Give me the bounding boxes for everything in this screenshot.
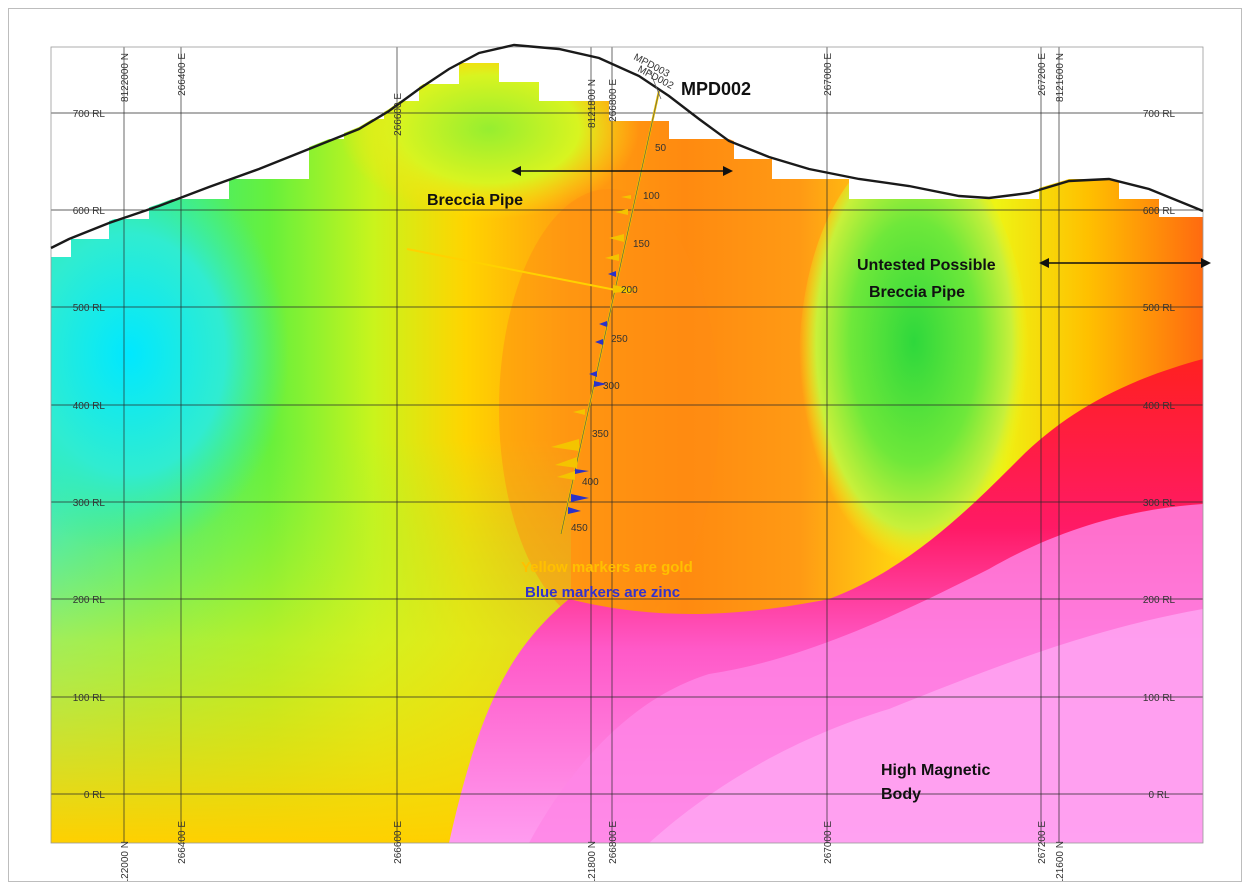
collar-tick bbox=[648, 68, 662, 100]
rl-label: 200 RL bbox=[1143, 595, 1176, 606]
breccia-pipe-arrow bbox=[511, 166, 733, 176]
rl-labels-left: 700 RL 600 RL 500 RL 400 RL 300 RL 200 R… bbox=[73, 109, 106, 801]
rl-label: 700 RL bbox=[1143, 109, 1176, 120]
grid-labels-bottom: 8122000 N 266400 E 266600 E 8121800 N 26… bbox=[120, 821, 1066, 888]
rl-label: 100 RL bbox=[73, 693, 106, 704]
rl-label: 200 RL bbox=[73, 595, 106, 606]
rl-label: 400 RL bbox=[73, 401, 106, 412]
zinc-marker bbox=[599, 321, 607, 327]
grid-label: 266600 E bbox=[393, 821, 404, 864]
gold-marker bbox=[609, 234, 624, 242]
breccia-pipe-label: Breccia Pipe bbox=[427, 192, 523, 209]
depth-label: 300 bbox=[603, 381, 620, 392]
zinc-marker bbox=[575, 469, 589, 474]
grid-label: 8121800 N bbox=[587, 841, 598, 881]
depth-labels: 50 100 150 200 250 300 350 400 450 bbox=[571, 143, 667, 534]
rl-label: 500 RL bbox=[73, 303, 106, 314]
rl-label: 300 RL bbox=[73, 498, 106, 509]
untested-breccia-arrow bbox=[1039, 258, 1211, 268]
rl-label: 400 RL bbox=[1143, 401, 1176, 412]
figure-frame: 700 RL 600 RL 500 RL 400 RL 300 RL 200 R… bbox=[8, 8, 1242, 888]
depth-label: 450 bbox=[571, 523, 588, 534]
zinc-marker bbox=[608, 271, 616, 277]
zinc-marker bbox=[589, 371, 597, 377]
gold-marker bbox=[615, 209, 628, 215]
grid-label: 266800 E bbox=[608, 79, 619, 122]
gold-marker bbox=[605, 254, 619, 261]
gold-marker bbox=[551, 439, 579, 451]
depth-label: 100 bbox=[643, 191, 660, 202]
adjacent-hole-trace bbox=[406, 248, 632, 294]
grid-label: 266600 E bbox=[393, 93, 404, 136]
zinc-marker bbox=[568, 507, 581, 514]
grid-label: 266400 E bbox=[177, 821, 188, 864]
topographic-surface bbox=[50, 43, 1204, 250]
grid-label: 8122000 N bbox=[120, 53, 131, 102]
gold-markers bbox=[551, 195, 639, 480]
grid-label: 267200 E bbox=[1037, 821, 1048, 864]
rl-label: 700 RL bbox=[73, 109, 106, 120]
grid-label: 8121600 N bbox=[1055, 841, 1066, 881]
grid-label: 8121600 N bbox=[1055, 53, 1066, 102]
gold-marker bbox=[613, 285, 639, 293]
grid-label: 8121800 N bbox=[587, 79, 598, 128]
grid-label: 266800 E bbox=[608, 821, 619, 864]
untested-breccia-label: Untested Possible bbox=[857, 257, 996, 274]
rl-label: 0 RL bbox=[1148, 790, 1170, 801]
zinc-legend-note: Blue markers are zinc bbox=[525, 584, 680, 601]
gold-marker bbox=[555, 457, 577, 468]
grid-labels-top: 8122000 N 266400 E 266600 E 8121800 N 26… bbox=[120, 53, 1066, 136]
untested-breccia-label: Breccia Pipe bbox=[869, 284, 965, 301]
depth-label: 150 bbox=[633, 239, 650, 250]
grid-label: 266400 E bbox=[177, 53, 188, 96]
gold-marker bbox=[573, 409, 585, 415]
depth-label: 400 bbox=[582, 477, 599, 488]
rl-label: 600 RL bbox=[73, 206, 106, 217]
drill-trace-centre bbox=[560, 90, 660, 535]
rl-label: 300 RL bbox=[1143, 498, 1176, 509]
rl-label: 600 RL bbox=[1143, 206, 1176, 217]
map-border bbox=[50, 46, 1204, 844]
rl-label: 0 RL bbox=[84, 790, 106, 801]
hole-label: MPD002 bbox=[681, 79, 751, 99]
grid-label: 267200 E bbox=[1037, 53, 1048, 96]
zinc-marker bbox=[594, 381, 607, 387]
depth-label: 350 bbox=[592, 429, 609, 440]
gold-marker bbox=[621, 195, 631, 199]
depth-label: 250 bbox=[611, 334, 628, 345]
grid-label: 267000 E bbox=[823, 821, 834, 864]
zinc-marker bbox=[571, 494, 589, 502]
gold-marker bbox=[557, 471, 575, 480]
rl-label: 500 RL bbox=[1143, 303, 1176, 314]
rl-labels-right: 700 RL 600 RL 500 RL 400 RL 300 RL 200 R… bbox=[1143, 109, 1176, 801]
zinc-markers bbox=[568, 271, 616, 514]
geological-section-map: 700 RL 600 RL 500 RL 400 RL 300 RL 200 R… bbox=[50, 43, 1211, 888]
rl-label: 100 RL bbox=[1143, 693, 1176, 704]
grid-label: 267000 E bbox=[823, 53, 834, 96]
high-magnetic-label: High Magnetic bbox=[881, 762, 990, 779]
zinc-marker bbox=[595, 339, 603, 345]
depth-label: 50 bbox=[655, 143, 667, 154]
depth-label: 200 bbox=[621, 285, 638, 296]
high-magnetic-label: Body bbox=[881, 786, 921, 803]
gold-legend-note: Yellow markers are gold bbox=[521, 559, 693, 576]
grid-label: 8122000 N bbox=[120, 841, 131, 881]
